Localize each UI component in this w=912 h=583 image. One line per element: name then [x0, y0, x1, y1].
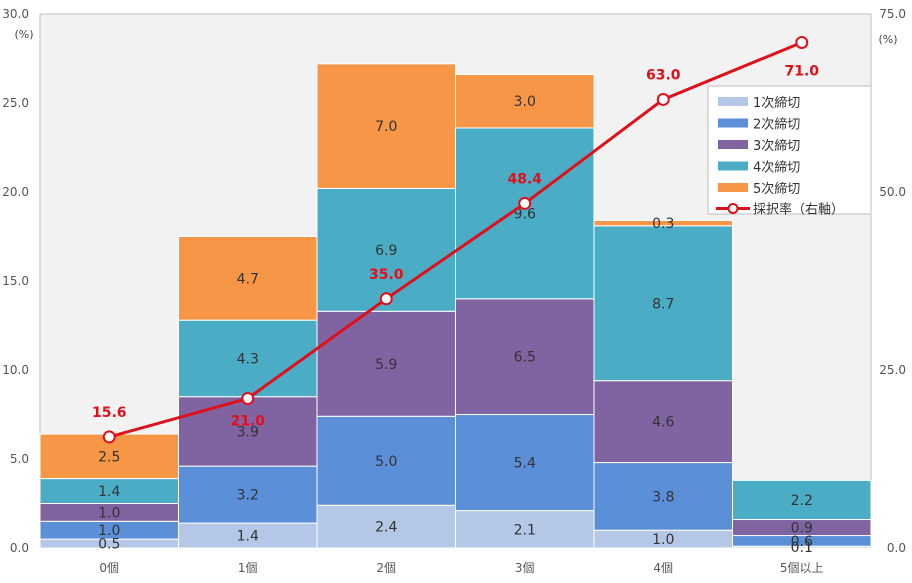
bar-data-label: 3.8 — [652, 489, 674, 505]
y-left-tick-label: 15.0 — [2, 274, 29, 288]
rate-point — [102, 430, 116, 444]
bar-data-label: 3.0 — [514, 94, 536, 110]
bar-segment — [593, 219, 733, 227]
bar-segment — [593, 462, 733, 531]
bar-data-label: 3.2 — [237, 488, 259, 504]
y-right-tick-label: 75.0 — [879, 7, 906, 21]
bar-data-label: 2.1 — [514, 522, 536, 538]
bar-data-label: 8.7 — [652, 296, 674, 312]
bar-segment — [39, 478, 179, 504]
legend-swatch — [718, 183, 748, 192]
bar-data-label: 2.5 — [98, 449, 120, 465]
bar-data-label: 5.4 — [514, 456, 536, 472]
bar-data-label: 7.0 — [375, 119, 397, 135]
x-tick-label: 4個 — [653, 561, 673, 575]
bar-segment — [732, 479, 872, 521]
bar-segment — [316, 310, 456, 417]
bar-data-label: 1.4 — [98, 484, 120, 500]
x-tick-label: 3個 — [515, 561, 535, 575]
bar-data-label: 5.9 — [375, 357, 397, 373]
y-left-tick-label: 20.0 — [2, 185, 29, 199]
y-left-tick-label: 10.0 — [2, 363, 29, 377]
bar-segment — [593, 380, 733, 464]
rate-line — [108, 41, 803, 439]
bar-data-label: 2.4 — [375, 520, 397, 536]
legend-label: 2次締切 — [753, 117, 800, 133]
legend-swatch — [718, 140, 748, 149]
bar-data-label: 1.0 — [98, 505, 120, 521]
legend-swatch — [718, 161, 748, 171]
legend-label: 5次締切 — [753, 181, 800, 197]
y-left-tick-label: 30.0 — [2, 7, 29, 21]
bar-segment — [455, 127, 595, 300]
bar-segment — [455, 414, 595, 512]
bar-data-label: 9.6 — [514, 206, 536, 222]
y-right-tick-label: 0.0 — [887, 541, 906, 555]
bar-data-label: 5.0 — [375, 454, 397, 470]
bar-data-label: 1.0 — [652, 532, 674, 548]
bar-data-label: 0.9 — [791, 521, 813, 537]
rate-point — [795, 35, 809, 49]
rate-data-label: 15.6 — [92, 405, 127, 421]
legend-swatch — [718, 97, 748, 106]
rate-data-label: 21.0 — [230, 413, 265, 429]
bar-data-label: 1.4 — [237, 529, 259, 545]
bar-segment — [455, 74, 595, 129]
y-right-unit: (%) — [878, 33, 897, 46]
rate-point — [379, 292, 393, 306]
legend-label: 4次締切 — [753, 160, 800, 176]
rate-point — [656, 92, 670, 106]
legend-line-marker — [727, 203, 739, 214]
x-tick-label: 1個 — [238, 561, 258, 575]
y-left-tick-label: 5.0 — [10, 452, 29, 466]
y-right-tick-label: 50.0 — [879, 185, 906, 199]
rate-data-label: 35.0 — [369, 267, 404, 283]
bar-data-label: 4.7 — [237, 271, 259, 287]
bar-data-label: 4.6 — [652, 415, 674, 431]
bar-segment — [178, 396, 318, 467]
legend-label: 1次締切 — [753, 95, 800, 111]
bar-data-label: 6.9 — [375, 243, 397, 259]
bar-data-label: 1.0 — [98, 523, 120, 539]
bar-segment — [455, 298, 595, 415]
bar-data-label: 0.5 — [98, 537, 120, 553]
legend-label: 3次締切 — [753, 138, 800, 154]
y-left-tick-label: 25.0 — [2, 96, 29, 110]
rate-data-label: 63.0 — [646, 67, 681, 83]
legend-swatch — [718, 118, 748, 128]
bar-data-label: 6.5 — [514, 350, 536, 366]
y-left-unit: (%) — [14, 28, 33, 41]
bar-segment — [593, 225, 733, 382]
rate-point — [518, 196, 532, 210]
bar-data-label: 3.9 — [237, 424, 259, 440]
bar-segment — [316, 187, 456, 312]
y-left-tick-label: 0.0 — [10, 541, 29, 555]
bar-segment — [455, 510, 595, 549]
legend-label: 採択率（右軸） — [753, 202, 844, 218]
x-tick-label: 0個 — [99, 561, 119, 575]
rate-data-label: 71.0 — [784, 63, 819, 79]
x-tick-label: 2個 — [376, 561, 396, 575]
rate-point — [241, 391, 255, 405]
bar-data-label: 0.6 — [791, 534, 813, 550]
bar-data-label: 4.3 — [237, 351, 259, 367]
bar-segment — [316, 63, 456, 189]
bar-data-label: 0.3 — [652, 216, 674, 232]
rate-data-label: 48.4 — [507, 171, 542, 187]
x-tick-label: 5個以上 — [780, 561, 824, 575]
bar-segment — [178, 236, 318, 321]
bar-data-label: 0.1 — [791, 540, 813, 556]
bar-data-label: 2.2 — [791, 493, 813, 509]
legend-box — [707, 85, 872, 215]
y-right-tick-label: 25.0 — [879, 363, 906, 377]
